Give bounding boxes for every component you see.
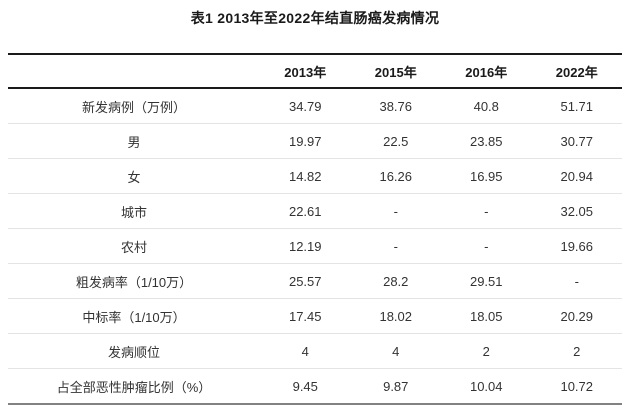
row-label: 男 [127, 134, 141, 150]
cell-value: 25.57 [288, 273, 322, 289]
table-row: 发病顺位 4 4 2 2 [8, 334, 622, 369]
table-row: 女 14.82 16.26 16.95 20.94 [8, 159, 622, 194]
cell-value: 40.8 [473, 98, 499, 114]
cell-value: 22.61 [288, 203, 322, 219]
cell-value: 30.77 [560, 133, 594, 149]
column-header-2022: 2022年 [555, 64, 598, 80]
cell-value: 22.5 [383, 133, 409, 149]
table-row: 中标率（1/10万） 17.45 18.02 18.05 20.29 [8, 299, 622, 334]
table-row: 城市 22.61 - - 32.05 [8, 194, 622, 229]
column-header-2015: 2015年 [374, 64, 417, 80]
column-header-2013: 2013年 [284, 64, 327, 80]
row-label: 发病顺位 [107, 344, 160, 360]
cell-value: 9.87 [383, 378, 409, 394]
cell-value: - [393, 203, 398, 219]
table-row: 占全部恶性肿瘤比例（%） 9.45 9.87 10.04 10.72 [8, 369, 622, 404]
cell-value: 18.02 [379, 308, 413, 324]
cell-value: 38.76 [379, 98, 413, 114]
cell-value: 10.04 [469, 378, 503, 394]
cell-value: 9.45 [292, 378, 318, 394]
row-label: 粗发病率（1/10万） [75, 274, 193, 290]
cell-value: 10.72 [560, 378, 594, 394]
header-row: 2013年 2015年 2016年 2022年 [8, 54, 622, 88]
row-label: 占全部恶性肿瘤比例（%） [56, 379, 212, 395]
table-row: 农村 12.19 - - 19.66 [8, 229, 622, 264]
cell-value: 32.05 [560, 203, 594, 219]
cell-value: 2 [482, 343, 490, 359]
cell-value: 29.51 [469, 273, 503, 289]
cell-value: 18.05 [469, 308, 503, 324]
cell-value: 34.79 [288, 98, 322, 114]
cell-value: 20.29 [560, 308, 594, 324]
cell-value: - [484, 203, 489, 219]
cell-value: 4 [392, 343, 400, 359]
table-row: 男 19.97 22.5 23.85 30.77 [8, 124, 622, 159]
cell-value: 12.19 [288, 238, 322, 254]
cell-value: - [393, 238, 398, 254]
table-row: 粗发病率（1/10万） 25.57 28.2 29.51 - [8, 264, 622, 299]
row-label: 城市 [120, 204, 147, 220]
cell-value: - [574, 273, 579, 289]
table-row: 新发病例（万例） 34.79 38.76 40.8 51.71 [8, 88, 622, 124]
cell-value: 51.71 [560, 98, 594, 114]
column-header-2016: 2016年 [465, 64, 508, 80]
corner-cell [8, 54, 260, 88]
row-label: 农村 [120, 239, 147, 255]
cell-value: 16.95 [469, 168, 503, 184]
cell-value: 17.45 [288, 308, 322, 324]
cell-value: 28.2 [383, 273, 409, 289]
cell-value: 19.66 [560, 238, 594, 254]
row-label: 中标率（1/10万） [82, 309, 186, 325]
cell-value: 2 [573, 343, 581, 359]
table-caption: 表1 2013年至2022年结直肠癌发病情况 [190, 10, 440, 26]
cell-value: 23.85 [469, 133, 503, 149]
cell-value: - [484, 238, 489, 254]
incidence-table: 2013年 2015年 2016年 2022年 新发病例（万例） 34.79 3… [8, 53, 622, 405]
row-label: 女 [127, 169, 141, 185]
cell-value: 19.97 [288, 133, 322, 149]
row-label: 新发病例（万例） [81, 99, 186, 115]
cell-value: 20.94 [560, 168, 594, 184]
cell-value: 4 [301, 343, 309, 359]
cell-value: 14.82 [288, 168, 322, 184]
cell-value: 16.26 [379, 168, 413, 184]
